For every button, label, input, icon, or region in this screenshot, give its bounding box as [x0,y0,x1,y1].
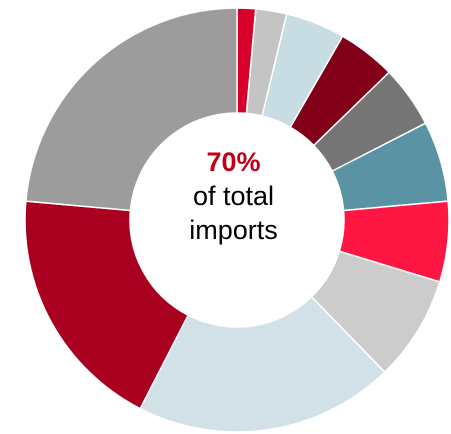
donut-slice-9 [139,295,386,433]
center-percentage: 70% [206,147,261,177]
donut-slice-10 [24,200,190,410]
center-text-line-2: imports [189,214,278,245]
center-label: 70% of total imports [136,146,331,247]
center-text-line-1: of total [192,180,275,211]
donut-slice-11 [25,7,238,212]
